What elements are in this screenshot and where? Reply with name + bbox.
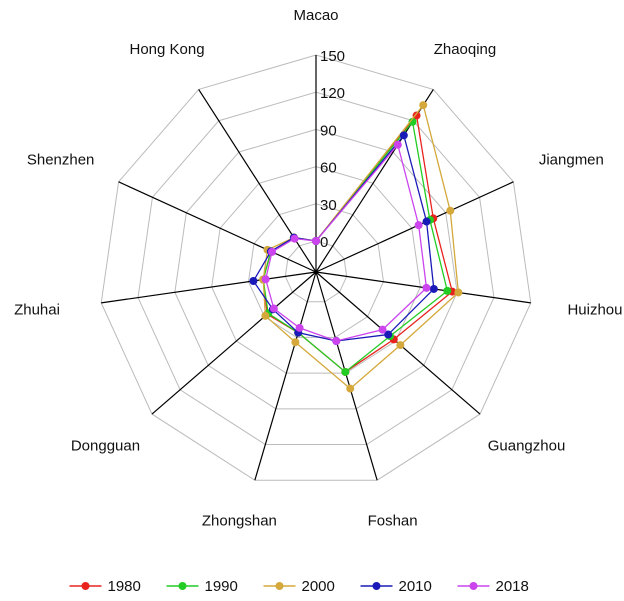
- data-point: [291, 338, 300, 347]
- data-point: [446, 206, 455, 215]
- data-point: [378, 325, 387, 334]
- legend-marker: [275, 582, 284, 590]
- data-point: [312, 237, 320, 245]
- data-point: [454, 288, 463, 297]
- data-point: [429, 284, 438, 293]
- spoke: [254, 271, 317, 481]
- r-tick-label: 30: [320, 197, 337, 214]
- series-line: [262, 113, 453, 373]
- data-point: [332, 337, 341, 346]
- data-point: [393, 140, 402, 149]
- legend-label: 1990: [205, 578, 238, 595]
- legend-marker: [469, 582, 478, 590]
- legend-label: 2000: [302, 578, 335, 595]
- grid-ring: [247, 203, 385, 338]
- category-label: Hong Kong: [129, 41, 204, 58]
- legend-marker: [81, 582, 90, 590]
- spoke: [315, 181, 514, 273]
- data-point: [412, 111, 421, 120]
- r-tick-label: 120: [320, 85, 345, 102]
- legend-label: 2018: [496, 578, 529, 595]
- spoke: [101, 271, 317, 304]
- legend-marker: [178, 582, 187, 590]
- data-point: [261, 311, 270, 320]
- grid-ring: [100, 54, 532, 481]
- data-point: [408, 117, 417, 126]
- legend-label: 2010: [399, 578, 432, 595]
- data-point: [399, 131, 408, 140]
- data-point: [419, 101, 428, 110]
- r-tick-label: 90: [320, 122, 337, 139]
- data-point: [261, 275, 270, 284]
- category-label: Zhongshan: [202, 512, 277, 529]
- r-tick-label: 60: [320, 160, 337, 177]
- category-label: Zhaoqing: [434, 41, 497, 58]
- data-point: [269, 304, 278, 313]
- spoke: [315, 271, 378, 481]
- category-label: Foshan: [368, 512, 418, 529]
- series-line: [262, 120, 449, 373]
- series-line: [265, 143, 428, 342]
- data-point: [341, 367, 350, 376]
- data-point: [346, 384, 355, 393]
- legend-label: 1980: [108, 578, 141, 595]
- spoke: [118, 181, 317, 273]
- category-label: Zhuhai: [14, 301, 60, 318]
- grid-ring: [284, 240, 348, 303]
- r-tick-label: 150: [320, 48, 345, 65]
- data-point: [414, 221, 423, 230]
- category-label: Dongguan: [71, 438, 140, 455]
- grid-ring: [137, 91, 495, 446]
- legend-marker: [372, 582, 381, 590]
- category-label: Jiangmen: [539, 151, 604, 168]
- series-line: [252, 133, 435, 342]
- data-point: [249, 277, 258, 285]
- data-point: [422, 217, 431, 226]
- data-point: [384, 330, 393, 339]
- r-tick-label: 0: [320, 234, 328, 251]
- category-label: Guangzhou: [488, 438, 566, 455]
- data-point: [443, 286, 452, 295]
- data-point: [290, 234, 299, 243]
- grid-ring: [211, 166, 421, 374]
- category-label: Shenzhen: [27, 151, 95, 168]
- spoke: [151, 271, 317, 415]
- data-point: [295, 323, 304, 332]
- category-label: Huizhou: [567, 301, 622, 318]
- data-point: [422, 283, 431, 292]
- grid-ring: [174, 128, 458, 410]
- data-point: [396, 341, 405, 350]
- data-point: [268, 247, 277, 256]
- category-label: Macao: [293, 7, 338, 24]
